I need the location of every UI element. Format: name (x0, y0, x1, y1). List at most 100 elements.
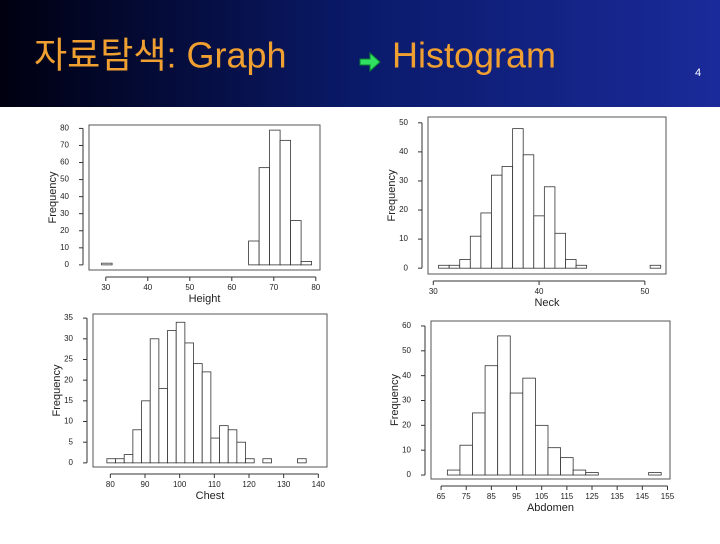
y-tick-label: 0 (69, 458, 74, 467)
bar (448, 264, 461, 269)
y-axis-label: Frequency (389, 374, 401, 426)
bar (132, 429, 142, 464)
bar (585, 472, 599, 476)
y-tick-label: 10 (402, 445, 411, 454)
bar (497, 335, 511, 476)
x-tick-label: 90 (141, 480, 150, 489)
bar (535, 424, 549, 476)
bar (565, 259, 577, 269)
bar (472, 412, 486, 476)
y-tick-label: 80 (60, 124, 69, 133)
y-axis-label: Frequency (386, 169, 398, 221)
bar (269, 129, 281, 266)
x-tick-label: 30 (101, 283, 110, 292)
bar (575, 264, 588, 269)
bar (175, 321, 186, 464)
bar (158, 388, 168, 464)
x-tick-label: 50 (640, 287, 649, 296)
bar (123, 454, 134, 464)
x-tick-label: 105 (535, 492, 549, 501)
bar (572, 469, 587, 476)
y-tick-label: 0 (407, 470, 412, 479)
y-tick-label: 0 (404, 263, 409, 272)
bar (480, 212, 492, 269)
x-tick-label: 80 (106, 480, 115, 489)
y-tick-label: 20 (64, 375, 73, 384)
bar (262, 458, 272, 464)
y-tick-label: 20 (402, 420, 411, 429)
bar (184, 342, 194, 464)
y-tick-label: 30 (60, 209, 69, 218)
y-tick-label: 0 (65, 260, 70, 269)
plot-box (88, 124, 321, 271)
x-tick-label: 60 (227, 283, 236, 292)
bar (438, 264, 450, 269)
x-tick-label: 100 (173, 480, 187, 489)
bar (279, 139, 292, 266)
x-tick-label: 95 (512, 492, 521, 501)
bar (300, 261, 313, 266)
y-tick-label: 40 (402, 371, 411, 380)
bar (459, 259, 471, 269)
x-axis-label: Abdomen (527, 502, 574, 514)
bar (512, 128, 524, 269)
bar (543, 186, 556, 269)
x-tick-label: 65 (437, 492, 446, 501)
y-tick-label: 50 (60, 175, 69, 184)
y-tick-label: 50 (402, 346, 411, 355)
y-tick-label: 30 (64, 334, 73, 343)
y-axis-label: Frequency (47, 171, 59, 223)
y-tick-label: 40 (60, 192, 69, 201)
bar (649, 264, 662, 269)
y-tick-label: 15 (64, 396, 73, 405)
bar (484, 365, 499, 476)
arrow-icon (359, 51, 381, 73)
bar (501, 166, 514, 269)
y-tick-label: 25 (64, 355, 73, 364)
y-tick-label: 10 (60, 243, 69, 252)
bar (446, 469, 461, 476)
page-number: 4 (695, 67, 701, 79)
bar (560, 457, 574, 476)
x-tick-label: 50 (185, 283, 194, 292)
bar (648, 472, 662, 476)
bar (245, 458, 255, 464)
x-tick-label: 40 (535, 287, 544, 296)
bar (193, 363, 203, 464)
y-axis-label: Frequency (51, 364, 63, 416)
x-axis-label: Neck (534, 297, 560, 309)
bar (297, 458, 307, 464)
x-axis-label: Chest (196, 490, 225, 502)
bar (554, 232, 566, 269)
bar (149, 338, 160, 464)
y-tick-label: 70 (60, 141, 69, 150)
x-tick-label: 155 (661, 492, 675, 501)
x-tick-label: 30 (429, 287, 438, 296)
bar (219, 425, 229, 464)
x-tick-label: 125 (585, 492, 599, 501)
title-left: 자료탐색: Graph (34, 35, 287, 76)
bar (258, 167, 271, 266)
bar (522, 154, 535, 269)
bar (167, 330, 177, 464)
y-tick-label: 20 (60, 226, 69, 235)
bar (547, 447, 561, 476)
bar (469, 235, 482, 269)
plot-box (92, 313, 328, 468)
bar (236, 441, 246, 464)
plot-box (430, 320, 671, 480)
title-right: Histogram (392, 35, 556, 76)
x-tick-label: 135 (610, 492, 624, 501)
bar (115, 458, 125, 464)
x-tick-label: 115 (560, 492, 573, 501)
y-tick-label: 30 (399, 176, 408, 185)
y-tick-label: 40 (399, 147, 408, 156)
plot-box (427, 116, 667, 275)
x-tick-label: 140 (312, 480, 326, 489)
bar (459, 444, 473, 476)
y-tick-label: 10 (64, 417, 73, 426)
y-tick-label: 30 (402, 396, 411, 405)
bar (290, 220, 302, 266)
x-tick-label: 40 (143, 283, 152, 292)
